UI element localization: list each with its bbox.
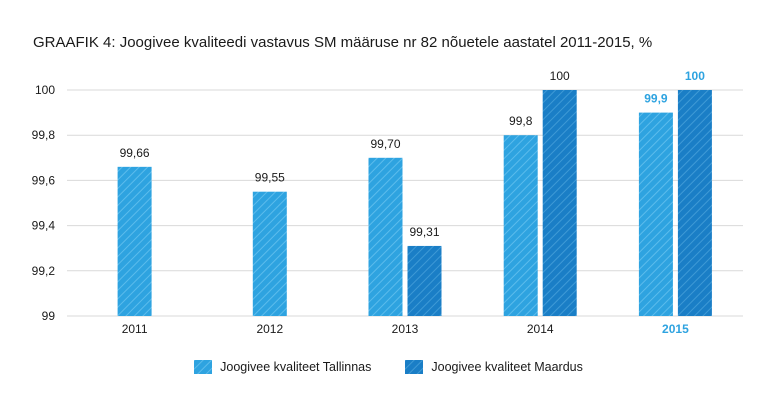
legend: Joogivee kvaliteet Tallinnas Joogivee kv… <box>0 360 777 374</box>
y-tick-label: 99,6 <box>32 173 56 187</box>
y-tick-label: 99 <box>42 309 56 323</box>
bar-tallinn-2014 <box>503 135 538 316</box>
data-labels: 99,66 99,55 99,70 99,31 99,8 100 99,9 100 <box>120 69 706 239</box>
bars <box>117 90 712 316</box>
chart-title: GRAAFIK 4: Joogivee kvaliteedi vastavus … <box>33 34 653 51</box>
x-axis: 2011 2012 2013 2014 2015 <box>122 322 689 336</box>
y-tick-label: 99,8 <box>32 128 56 142</box>
x-tick-label: 2013 <box>392 322 419 336</box>
y-tick-label: 99,4 <box>32 219 56 233</box>
data-label: 100 <box>685 69 705 83</box>
bar-tallinn-2013 <box>368 157 403 316</box>
bar-maardus-2015 <box>677 90 712 316</box>
bar-maardus-2013 <box>407 245 442 316</box>
data-label: 99,70 <box>370 137 400 151</box>
data-label: 99,31 <box>409 225 439 239</box>
x-tick-label: 2012 <box>256 322 283 336</box>
legend-swatch-maardus <box>405 360 424 374</box>
x-tick-label: 2015 <box>662 322 689 336</box>
y-axis: 99 99,2 99,4 99,6 99,8 100 <box>32 83 56 323</box>
bar-tallinn-2011 <box>117 166 152 316</box>
bar-tallinn-2015 <box>638 112 673 316</box>
x-tick-label: 2014 <box>527 322 554 336</box>
bar-maardus-2014 <box>542 90 577 316</box>
data-label: 99,8 <box>509 114 533 128</box>
y-tick-label: 100 <box>35 83 55 97</box>
bar-tallinn-2012 <box>252 191 287 316</box>
gridlines <box>67 89 743 317</box>
data-label: 99,55 <box>255 171 285 185</box>
data-label: 100 <box>550 69 570 83</box>
legend-item-maardus: Joogivee kvaliteet Maardus <box>405 360 583 374</box>
legend-label-maardus: Joogivee kvaliteet Maardus <box>431 360 583 374</box>
y-tick-label: 99,2 <box>32 264 56 278</box>
legend-item-tallinn: Joogivee kvaliteet Tallinnas <box>194 360 371 374</box>
legend-swatch-tallinn <box>194 360 213 374</box>
x-tick-label: 2011 <box>122 322 148 336</box>
legend-label-tallinn: Joogivee kvaliteet Tallinnas <box>220 360 372 374</box>
data-label: 99,9 <box>644 92 668 106</box>
data-label: 99,66 <box>120 146 150 160</box>
